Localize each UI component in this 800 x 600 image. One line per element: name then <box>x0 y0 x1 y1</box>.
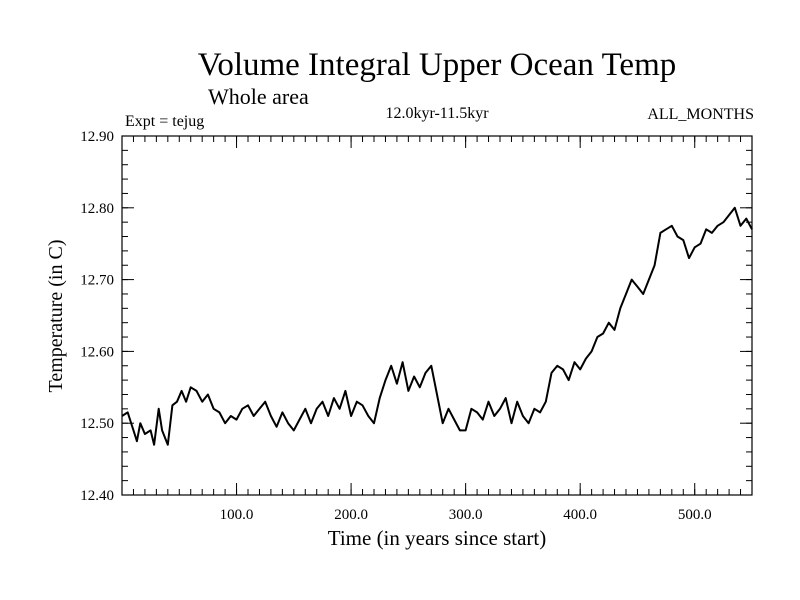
x-axis-label: Time (in years since start) <box>328 526 547 550</box>
y-axis-label: Temperature (in C) <box>45 240 67 393</box>
months-label: ALL_MONTHS <box>647 106 754 123</box>
axis-ticks <box>122 135 752 496</box>
temperature-series-line <box>121 206 753 446</box>
plot-frame <box>121 135 753 496</box>
y-tick-label: 12.60 <box>80 344 114 360</box>
experiment-label: Expt = tejug <box>125 113 204 130</box>
x-tick-label: 200.0 <box>334 507 368 523</box>
y-tick-label: 12.50 <box>80 416 114 432</box>
chart-title: Volume Integral Upper Ocean Temp <box>198 47 676 83</box>
x-tick-label: 500.0 <box>678 507 712 523</box>
period-label: 12.0kyr-11.5kyr <box>385 105 489 122</box>
x-tick-label: 100.0 <box>220 507 254 523</box>
y-tick-label: 12.70 <box>80 273 114 289</box>
x-tick-label: 400.0 <box>563 507 597 523</box>
y-tick-label: 12.90 <box>80 129 114 145</box>
axis-tick-labels: 100.0 200.0 300.0 400.0 500.0 12.40 12.50 12.60… <box>80 129 711 523</box>
y-tick-label: 12.40 <box>80 488 114 504</box>
chart-subtitle: Whole area <box>208 84 309 109</box>
x-tick-label: 300.0 <box>449 507 483 523</box>
y-tick-label: 12.80 <box>80 201 114 217</box>
